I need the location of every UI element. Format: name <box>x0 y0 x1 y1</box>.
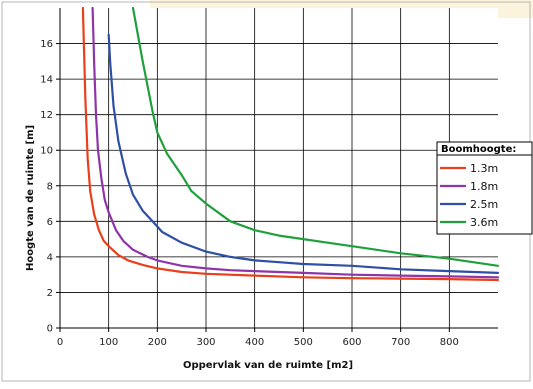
axes <box>59 8 498 329</box>
x-tick-label: 500 <box>294 337 313 348</box>
y-axis-title: Hoogte van de ruimte [m] <box>25 125 36 271</box>
y-tick-label: 2 <box>47 288 53 299</box>
y-tick-label: 6 <box>47 217 53 228</box>
x-tick-label: 100 <box>99 337 118 348</box>
series-lines <box>81 6 500 282</box>
legend-label-3: 2.5m <box>470 198 498 211</box>
y-tick-label: 4 <box>47 252 53 263</box>
series-line-1 <box>81 6 500 282</box>
series-line-4 <box>131 6 500 267</box>
x-tick-label: 700 <box>391 337 410 348</box>
x-tick-label: 200 <box>148 337 167 348</box>
legend-label-1: 1.3m <box>470 162 498 175</box>
x-tick-label: 300 <box>196 337 215 348</box>
x-tick-label: 400 <box>245 337 264 348</box>
legend-box <box>436 141 533 235</box>
series-line-3 <box>107 33 500 274</box>
y-tick-label: 0 <box>47 324 53 335</box>
legend-items: 1.3m 1.8m 2.5m 3.6m <box>440 162 498 229</box>
plot-background <box>60 8 498 328</box>
series-line-2 <box>91 6 500 279</box>
y-tick-label: 16 <box>40 39 53 50</box>
y-tick-label: 14 <box>40 75 53 86</box>
x-axis-title: Oppervlak van de ruimte [m2] <box>183 360 353 371</box>
x-tick-label: 0 <box>57 337 63 348</box>
legend-label-4: 3.6m <box>470 216 498 229</box>
plot-area <box>60 8 498 328</box>
legend-title: Boomhoogte: <box>441 144 516 155</box>
legend-label-2: 1.8m <box>470 180 498 193</box>
y-tick-label: 8 <box>47 181 53 192</box>
y-tick-label: 10 <box>40 146 53 157</box>
y-tick-label: 12 <box>40 110 53 121</box>
x-tick-label: 800 <box>440 337 459 348</box>
legend: Boomhoogte: 1.3m 1.8m 2.5m 3.6m <box>436 141 533 235</box>
x-tick-label: 600 <box>342 337 361 348</box>
grid-lines <box>60 8 498 328</box>
tick-labels: 0 100 200 300 400 500 600 700 800 0 2 4 6 8 10 12 14 16 <box>40 39 459 348</box>
